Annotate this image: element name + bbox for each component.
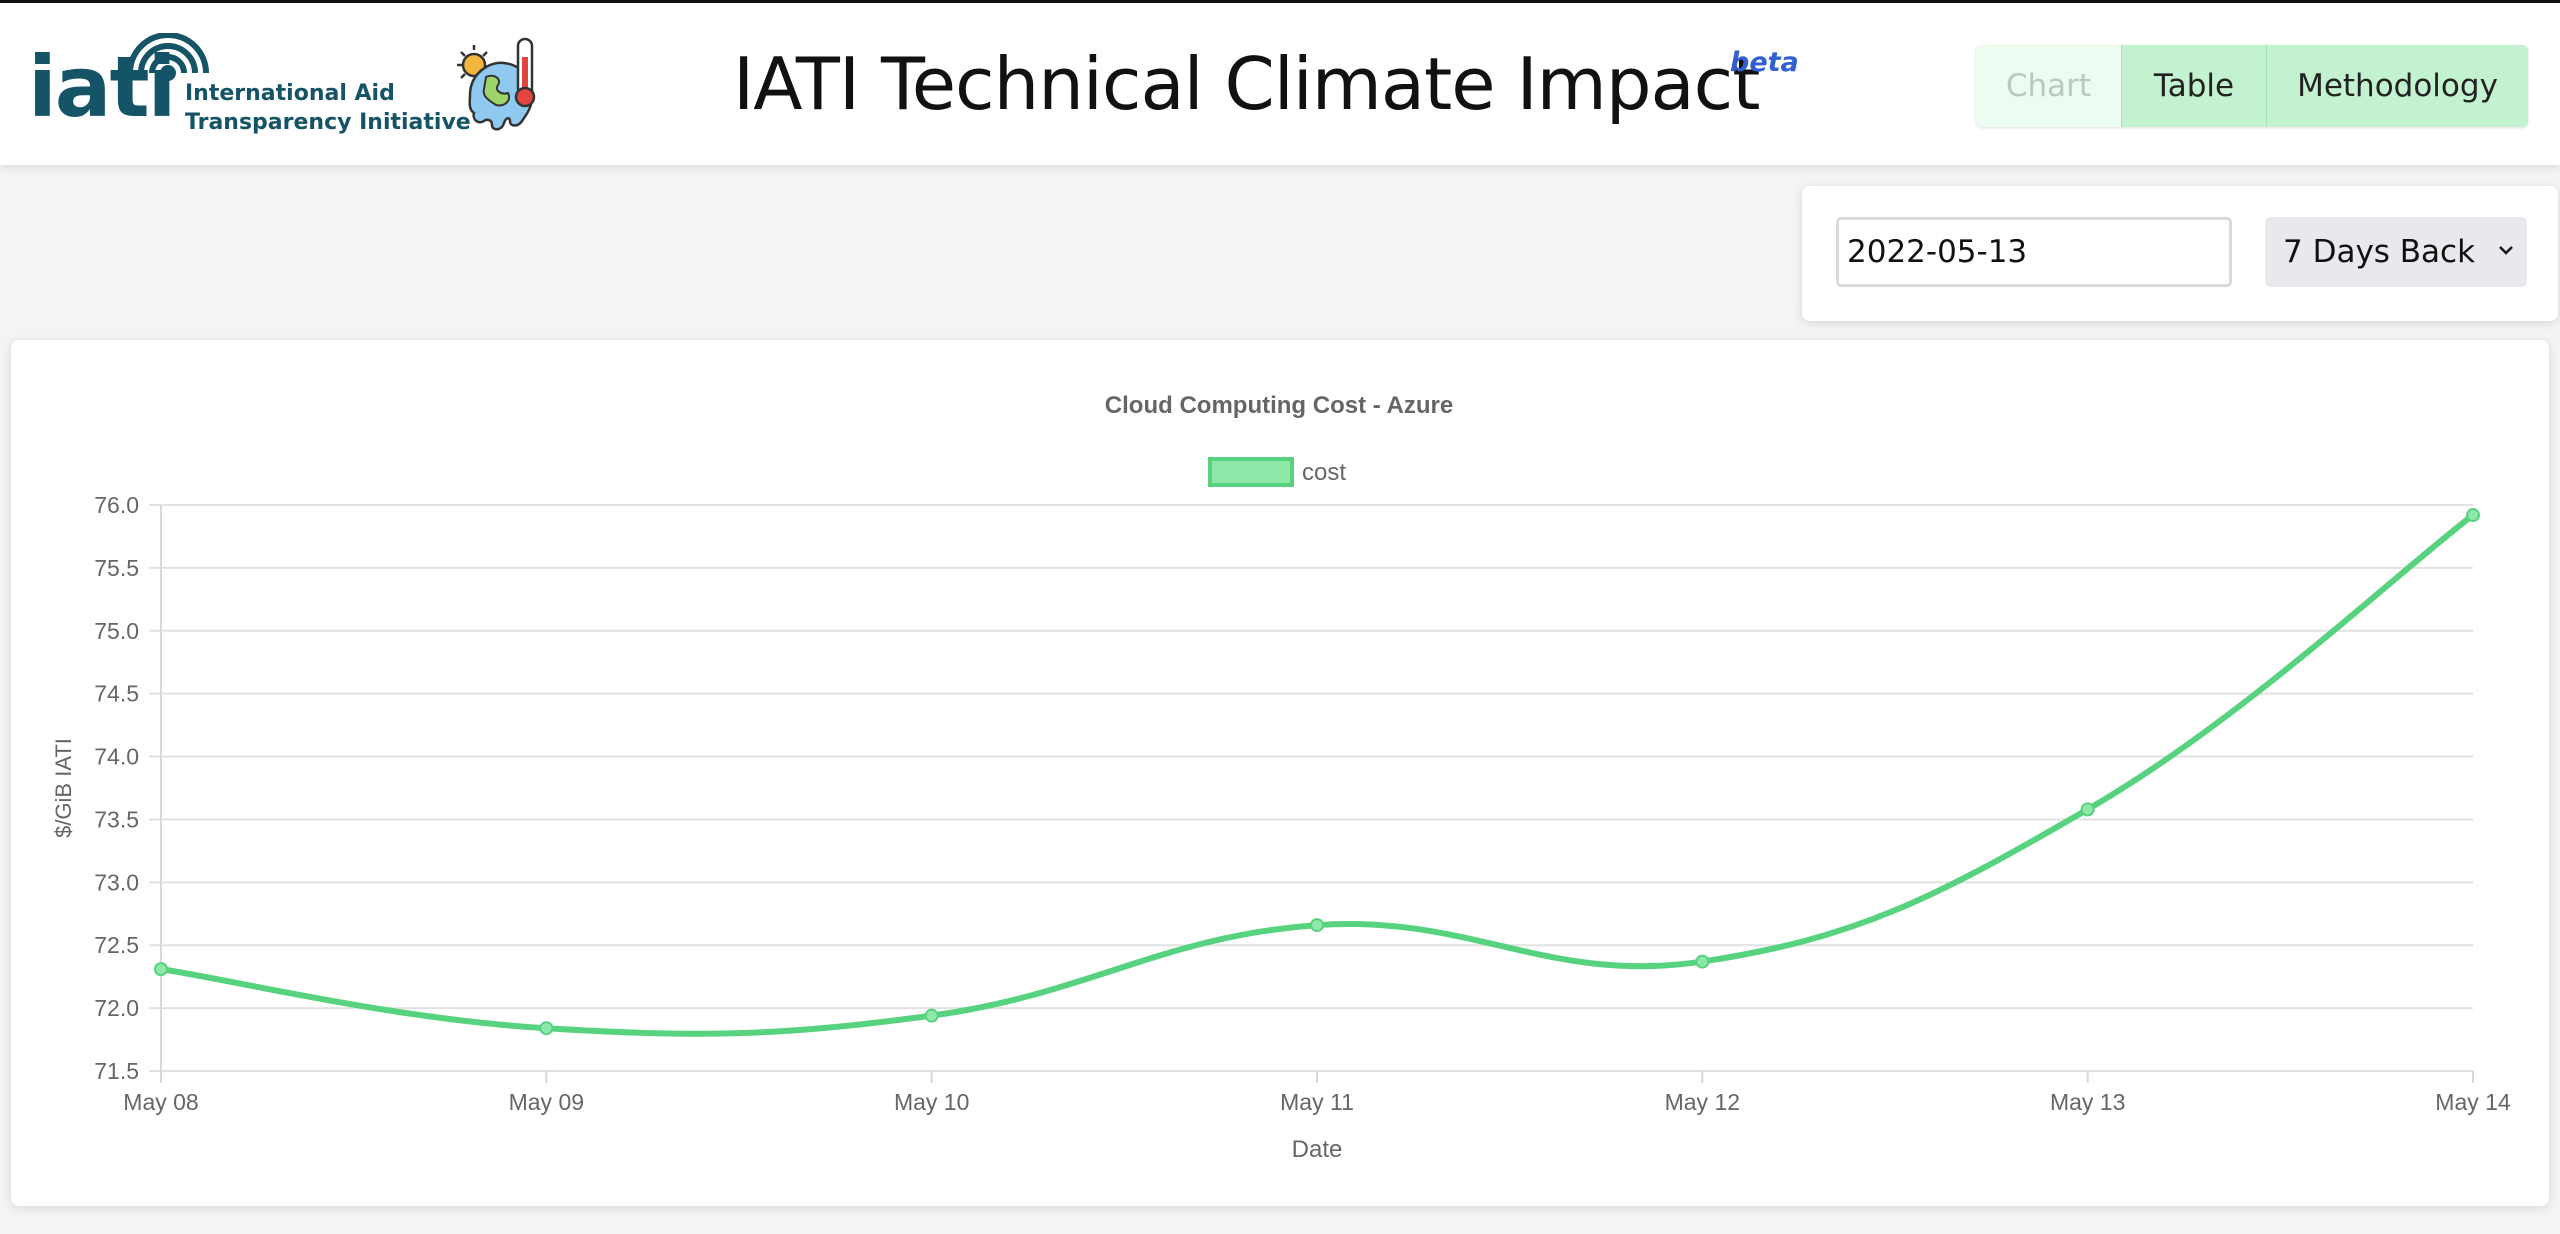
melting-earth-thermometer-icon — [457, 37, 536, 131]
y-tick-labels: 76.0 75.5 75.0 74.5 74.0 73.5 73.0 72.5 72.0 71.5 — [94, 492, 139, 1084]
x-axis-label: Date — [1292, 1136, 1343, 1163]
iati-logo[interactable]: iati International Aid Transparency Init… — [28, 33, 471, 143]
tab-methodology[interactable]: Methodology — [2266, 45, 2528, 127]
y-tick-label: 74.5 — [94, 681, 139, 707]
chart-card: Cloud Computing Cost - Azure cost $/GiB … — [11, 340, 2549, 1206]
y-tick-label: 72.0 — [94, 995, 139, 1021]
data-point[interactable] — [539, 1021, 554, 1036]
app-header: iati International Aid Transparency Init… — [0, 3, 2560, 165]
page-title: IATI Technical Climate Impact — [733, 42, 1760, 126]
data-point[interactable] — [2080, 802, 2095, 817]
data-point[interactable] — [154, 962, 168, 977]
x-tick-label: May 11 — [1280, 1089, 1354, 1115]
chart-title: Cloud Computing Cost - Azure — [1105, 392, 1453, 419]
data-point[interactable] — [1310, 918, 1324, 933]
chart-legend[interactable]: cost — [1208, 457, 1346, 487]
beta-badge: beta — [1730, 47, 1799, 78]
y-tick-label: 73.5 — [94, 806, 139, 832]
chart-grid — [149, 504, 2474, 1083]
y-tick-label: 75.5 — [94, 555, 139, 581]
range-select-value: 7 Days Back — [2283, 234, 2476, 270]
x-tick-label: May 13 — [2050, 1089, 2125, 1115]
x-tick-label: May 10 — [894, 1089, 969, 1115]
data-point[interactable] — [924, 1008, 939, 1023]
x-tick-label: May 14 — [2435, 1089, 2511, 1115]
logo-org-name: International Aid Transparency Initiativ… — [185, 79, 471, 137]
range-select[interactable]: 7 Days Back — [2265, 217, 2527, 287]
y-tick-label: 73.0 — [94, 869, 139, 895]
data-point[interactable] — [2466, 508, 2480, 523]
x-tick-label: May 12 — [1665, 1089, 1740, 1115]
y-tick-label: 76.0 — [94, 492, 139, 518]
y-tick-label: 75.0 — [94, 618, 139, 644]
date-input[interactable] — [1836, 217, 2232, 287]
tab-chart[interactable]: Chart — [1976, 45, 2121, 127]
view-switcher: Chart Table Methodology — [1976, 45, 2528, 127]
chevron-down-icon — [2499, 246, 2513, 255]
legend-swatch — [1208, 457, 1294, 487]
data-point[interactable] — [1695, 954, 1710, 969]
signal-arcs-icon — [127, 33, 209, 81]
y-axis-label: $/GiB IATI — [51, 738, 76, 838]
x-tick-label: May 08 — [123, 1089, 198, 1115]
org-line-2: Transparency Initiative — [185, 110, 471, 135]
y-tick-label: 72.5 — [94, 932, 139, 958]
series-line-cost — [160, 512, 2475, 1037]
x-tick-label: May 09 — [509, 1089, 584, 1115]
data-points — [154, 508, 2480, 1036]
legend-label: cost — [1302, 459, 1346, 486]
x-tick-labels: May 08 May 09 May 10 May 11 May 12 May 13 May … — [123, 1089, 2511, 1115]
filter-panel: 7 Days Back — [1802, 186, 2558, 321]
tab-table[interactable]: Table — [2121, 45, 2266, 127]
logo-wordmark: iati — [28, 38, 176, 136]
cost-line-chart: Cloud Computing Cost - Azure cost $/GiB … — [51, 392, 2511, 1163]
y-tick-label: 74.0 — [94, 744, 139, 770]
y-tick-label: 71.5 — [94, 1058, 139, 1084]
org-line-1: International Aid — [185, 81, 395, 106]
